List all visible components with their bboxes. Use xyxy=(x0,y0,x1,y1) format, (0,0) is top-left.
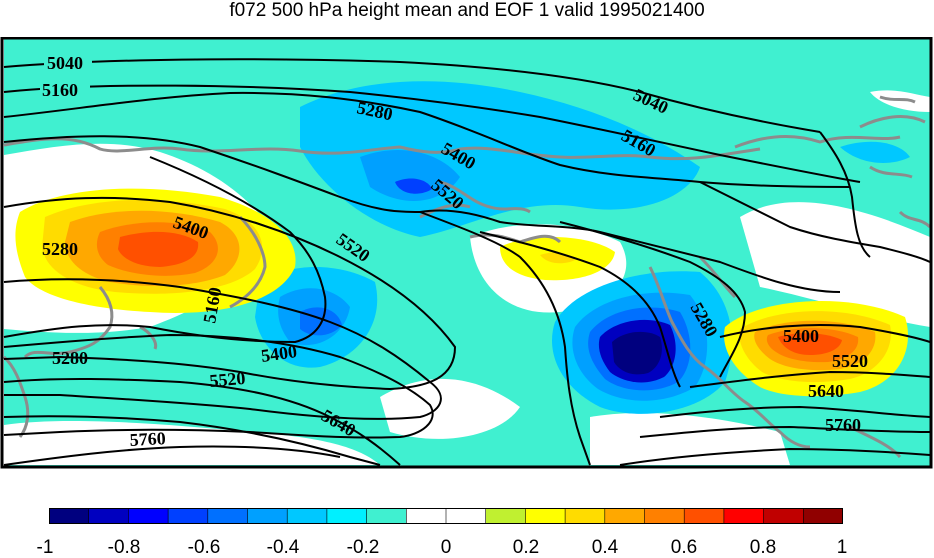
colorbar-tick-label: 0.4 xyxy=(591,537,619,558)
colorbar-bin xyxy=(723,508,765,524)
anomaly-pos-west-core xyxy=(118,231,199,267)
contour-label: 5400 xyxy=(783,326,819,346)
colorbar-tick-label: 0.2 xyxy=(512,537,540,558)
contour-label: 5280 xyxy=(52,348,88,368)
map-frame xyxy=(0,37,933,469)
colorbar-bins xyxy=(49,508,843,524)
anomaly-neg-ne xyxy=(840,141,910,163)
colorbar-tick-label: 0.8 xyxy=(749,537,777,558)
height-contours xyxy=(3,58,931,466)
contour-label: 5280 xyxy=(42,239,78,259)
map-panel: 5040 5160 5280 5040 5160 5400 5520 5400 … xyxy=(0,37,934,469)
anomaly-pos-east-core xyxy=(778,333,842,355)
plot-title: f072 500 hPa height mean and EOF 1 valid… xyxy=(229,0,705,21)
colorbar-bin xyxy=(366,508,408,524)
anomaly-neg-north-mid xyxy=(360,149,460,201)
colorbar-tick-label: 1 xyxy=(836,537,848,558)
colorbar xyxy=(49,508,843,524)
contour-label: 5400 xyxy=(260,341,298,366)
colorbar-frame xyxy=(49,508,843,524)
colorbar-bin xyxy=(286,508,328,524)
colorbar-bin xyxy=(683,508,725,524)
colorbar-tick-label: 0 xyxy=(440,537,452,558)
contour-label: 5760 xyxy=(825,415,861,435)
colorbar-bin xyxy=(49,508,90,524)
colorbar-tick-label: -0.2 xyxy=(346,537,380,558)
colorbar-tick-label: -0.6 xyxy=(187,537,221,558)
anomaly-neg-center-core xyxy=(612,331,662,375)
colorbar-tick-label: 0.6 xyxy=(670,537,698,558)
contour-label: 5520 xyxy=(209,368,247,391)
colorbar-bin xyxy=(564,508,606,524)
colorbar-bin xyxy=(405,508,447,524)
colorbar-bin xyxy=(207,508,249,524)
colorbar-bin xyxy=(167,508,209,524)
colorbar-bin xyxy=(326,508,368,524)
contour-label: 5760 xyxy=(129,428,166,450)
anomaly-white-ne xyxy=(870,90,930,112)
colorbar-bin xyxy=(604,508,646,524)
colorbar-tick-label: -0.8 xyxy=(107,537,141,558)
contour-label: 5040 xyxy=(47,53,83,73)
colorbar-tick-label: -1 xyxy=(36,537,54,558)
colorbar-bin xyxy=(445,508,487,524)
colorbar-bin xyxy=(802,508,843,524)
map-plot: 5040 5160 5280 5040 5160 5400 5520 5400 … xyxy=(0,37,933,469)
colorbar-bin xyxy=(128,508,169,524)
colorbar-bin xyxy=(525,508,566,524)
colorbar-bin xyxy=(485,508,527,524)
colorbar-bin xyxy=(247,508,289,524)
colorbar-tick-label: -0.4 xyxy=(266,537,300,558)
colorbar-bin xyxy=(644,508,686,524)
anomaly-neg-north-core xyxy=(395,178,432,194)
contour-label: 5520 xyxy=(832,351,868,371)
anomaly-white-east xyxy=(740,202,930,327)
contour-label: 5640 xyxy=(808,381,844,401)
colorbar-bin xyxy=(88,508,130,524)
coastlines xyxy=(2,95,932,459)
contour-label: 5160 xyxy=(42,80,78,100)
colorbar-bin xyxy=(763,508,805,524)
